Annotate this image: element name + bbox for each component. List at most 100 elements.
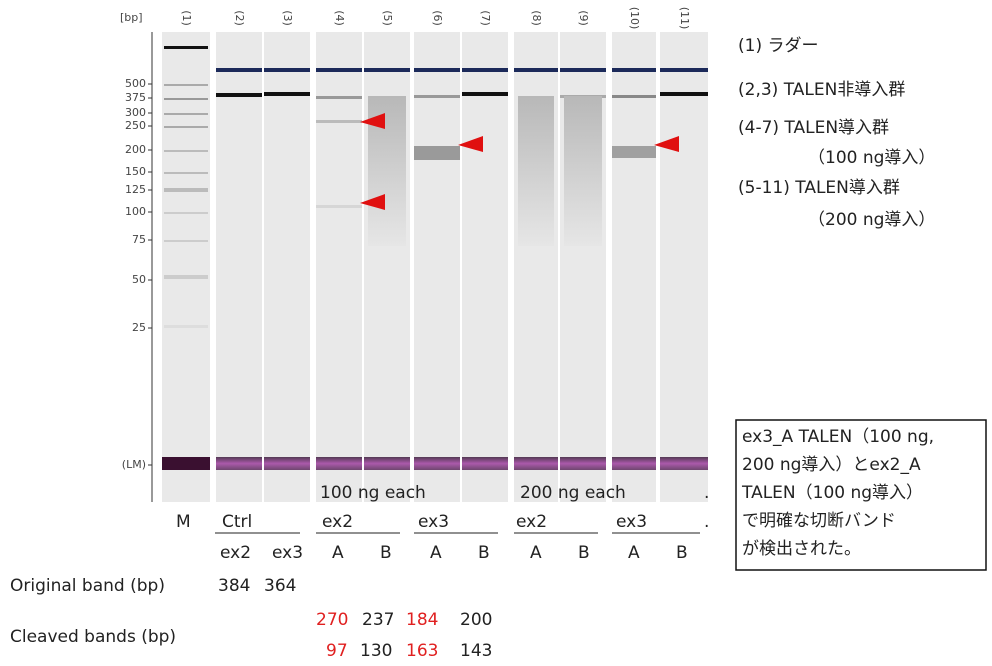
ladder-band [164, 113, 208, 115]
sub-label: A [530, 543, 542, 563]
lm-band [414, 457, 460, 470]
ladder-band [164, 150, 208, 152]
band [264, 92, 310, 96]
note-line: 200 ng導入）とex2_A [742, 455, 921, 475]
band [316, 120, 362, 123]
ladder-band [164, 325, 208, 328]
lane-label: (5) [381, 10, 394, 26]
legend-line: (5-11) TALEN導入群 [738, 178, 900, 198]
cleaved-value: 237 [362, 610, 394, 630]
lane [414, 32, 460, 502]
cleaved-value: 97 [326, 641, 348, 661]
size-label: 150 [125, 165, 146, 178]
legend-line: （200 ng導入） [808, 210, 935, 230]
legend-line: （100 ng導入） [808, 148, 935, 168]
group-label: M [176, 512, 191, 532]
sub-label: B [676, 543, 688, 563]
sub-label: ex3 [272, 543, 303, 563]
lane-label: (2) [233, 10, 246, 26]
gel: (1)(2)(3)(4)(5)(6)(7)(8)(9)(10)(11) [162, 7, 708, 502]
size-label: 125 [125, 183, 146, 196]
lane-label: (8) [530, 10, 543, 26]
note-line: が検出された。 [742, 539, 861, 559]
lane-label: (11) [678, 7, 691, 30]
smear [564, 96, 602, 246]
lm-band [462, 457, 508, 470]
band [316, 205, 362, 208]
ladder-band [164, 172, 208, 174]
cleaved-value: 200 [460, 610, 492, 630]
ladder-band [164, 98, 208, 100]
marker-band [560, 68, 606, 72]
lm-band [514, 457, 558, 470]
lm-band [612, 457, 656, 470]
sub-label: A [430, 543, 442, 563]
cleaved-value: 184 [406, 610, 438, 630]
lane-label: (4) [333, 10, 346, 26]
lane-label: (3) [281, 10, 294, 26]
smear [518, 96, 554, 246]
lm-band [216, 457, 262, 470]
group-label: . [704, 512, 709, 532]
marker-band [514, 68, 558, 72]
group-label: ex2 [516, 512, 547, 532]
marker-band [316, 68, 362, 72]
row-label: Cleaved bands (bp) [10, 627, 176, 647]
group-label: ex2 [322, 512, 353, 532]
ladder-band [164, 188, 208, 192]
ladder-band [164, 212, 208, 214]
band [414, 146, 460, 160]
lane-label: (10) [628, 7, 641, 30]
band [316, 96, 362, 99]
marker-band [264, 68, 310, 72]
lm-band [364, 457, 410, 470]
group-label: ex3 [616, 512, 647, 532]
lane-label: (6) [431, 10, 444, 26]
size-label: 200 [125, 143, 146, 156]
marker-band [216, 68, 262, 72]
size-label: (LM) [122, 458, 146, 471]
marker-band [414, 68, 460, 72]
size-label: 75 [132, 233, 146, 246]
band [612, 95, 656, 98]
ladder-band [164, 84, 208, 86]
group-label: ex3 [418, 512, 449, 532]
sub-label: A [332, 543, 344, 563]
lane-label: (9) [577, 10, 590, 26]
band [414, 95, 460, 98]
original-value: 384 [218, 576, 250, 596]
lane [612, 32, 656, 502]
size-label: 300 [125, 106, 146, 119]
original-value: 364 [264, 576, 296, 596]
band [612, 146, 656, 158]
marker-band [660, 68, 708, 72]
dose-label: 200 ng each [520, 483, 626, 503]
marker-band [462, 68, 508, 72]
lane [316, 32, 362, 502]
cleaved-value: 130 [360, 641, 392, 661]
size-label: 250 [125, 119, 146, 132]
ladder-band [164, 126, 208, 128]
lm-band [264, 457, 310, 470]
band [216, 93, 262, 97]
note-line: TALEN（100 ng導入） [741, 483, 923, 503]
size-label: 100 [125, 205, 146, 218]
size-label: 25 [132, 321, 146, 334]
sub-label: B [380, 543, 392, 563]
lm-band [560, 457, 606, 470]
sub-label: B [578, 543, 590, 563]
legend: (1) ラダー(2,3) TALEN非導入群(4-7) TALEN導入群（100… [738, 36, 935, 230]
dose-label: . [704, 483, 709, 503]
sub-label: ex2 [220, 543, 251, 563]
ladder-band [164, 275, 208, 279]
lane [660, 32, 708, 502]
cleaved-value: 163 [406, 641, 438, 661]
marker-band [364, 68, 410, 72]
legend-line: (4-7) TALEN導入群 [738, 118, 889, 138]
note-line: ex3_A TALEN（100 ng, [742, 427, 934, 447]
sub-label: A [628, 543, 640, 563]
figure: (1)(2)(3)(4)(5)(6)(7)(8)(9)(10)(11) [bp]… [0, 0, 992, 662]
lm-band [316, 457, 362, 470]
cleaved-value: 270 [316, 610, 348, 630]
